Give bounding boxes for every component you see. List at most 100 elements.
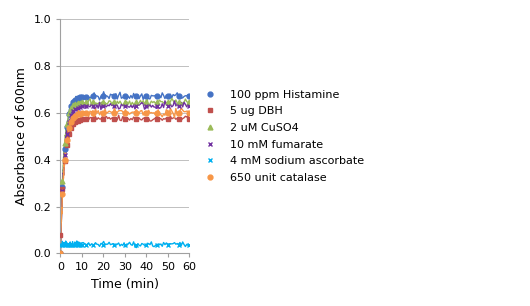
650 unit catalase xyxy=(111,111,117,115)
4 mM sodium ascorbate xyxy=(68,243,74,246)
650 unit catalase xyxy=(78,111,85,115)
5 ug DBH xyxy=(187,117,193,121)
2 uM CuSO4 xyxy=(132,100,139,104)
2 uM CuSO4 xyxy=(74,101,81,105)
4 mM sodium ascorbate xyxy=(154,243,161,246)
10 mM fumarate xyxy=(90,104,96,108)
2 uM CuSO4 xyxy=(175,100,182,104)
100 ppm Histamine xyxy=(165,95,171,98)
10 mM fumarate xyxy=(78,105,85,108)
650 unit catalase xyxy=(59,192,66,196)
650 unit catalase xyxy=(74,113,81,116)
5 ug DBH xyxy=(74,119,81,123)
100 ppm Histamine xyxy=(61,147,68,151)
100 ppm Histamine xyxy=(59,185,66,189)
100 ppm Histamine xyxy=(68,105,74,108)
2 uM CuSO4 xyxy=(83,100,90,104)
100 ppm Histamine xyxy=(57,252,64,255)
4 mM sodium ascorbate xyxy=(143,243,149,246)
4 mM sodium ascorbate xyxy=(78,243,85,246)
10 mM fumarate xyxy=(68,113,74,117)
Legend: 100 ppm Histamine, 5 ug DBH, 2 uM CuSO4, 10 mM fumarate, 4 mM sodium ascorbate, : 100 ppm Histamine, 5 ug DBH, 2 uM CuSO4,… xyxy=(196,90,364,183)
10 mM fumarate xyxy=(100,104,107,108)
10 mM fumarate xyxy=(64,132,70,136)
650 unit catalase xyxy=(143,111,149,115)
650 unit catalase xyxy=(154,111,161,115)
5 ug DBH xyxy=(90,117,96,121)
4 mM sodium ascorbate xyxy=(57,243,64,246)
650 unit catalase xyxy=(187,111,193,115)
2 uM CuSO4 xyxy=(90,100,96,104)
10 mM fumarate xyxy=(72,107,78,111)
5 ug DBH xyxy=(154,117,161,121)
100 ppm Histamine xyxy=(187,95,193,98)
4 mM sodium ascorbate xyxy=(64,243,70,246)
4 mM sodium ascorbate xyxy=(90,243,96,246)
10 mM fumarate xyxy=(143,104,149,108)
5 ug DBH xyxy=(78,118,85,121)
2 uM CuSO4 xyxy=(154,100,161,104)
100 ppm Histamine xyxy=(132,95,139,98)
5 ug DBH xyxy=(61,159,68,163)
2 uM CuSO4 xyxy=(76,101,83,104)
2 uM CuSO4 xyxy=(64,122,70,125)
10 mM fumarate xyxy=(122,104,128,108)
2 uM CuSO4 xyxy=(187,100,193,104)
Line: 5 ug DBH: 5 ug DBH xyxy=(58,116,192,237)
4 mM sodium ascorbate xyxy=(83,243,90,246)
5 ug DBH xyxy=(66,132,72,136)
2 uM CuSO4 xyxy=(61,142,68,145)
650 unit catalase xyxy=(64,138,70,142)
10 mM fumarate xyxy=(111,104,117,108)
2 uM CuSO4 xyxy=(100,100,107,104)
4 mM sodium ascorbate xyxy=(59,243,66,246)
Line: 650 unit catalase: 650 unit catalase xyxy=(58,110,192,256)
4 mM sodium ascorbate xyxy=(187,243,193,246)
5 ug DBH xyxy=(70,123,76,126)
100 ppm Histamine xyxy=(143,95,149,98)
5 ug DBH xyxy=(83,117,90,121)
100 ppm Histamine xyxy=(74,96,81,100)
2 uM CuSO4 xyxy=(165,100,171,104)
4 mM sodium ascorbate xyxy=(111,243,117,246)
Line: 2 uM CuSO4: 2 uM CuSO4 xyxy=(58,100,192,256)
100 ppm Histamine xyxy=(122,95,128,98)
650 unit catalase xyxy=(175,111,182,115)
4 mM sodium ascorbate xyxy=(122,243,128,246)
100 ppm Histamine xyxy=(175,95,182,98)
10 mM fumarate xyxy=(187,104,193,108)
10 mM fumarate xyxy=(66,120,72,124)
5 ug DBH xyxy=(59,187,66,191)
4 mM sodium ascorbate xyxy=(100,243,107,246)
100 ppm Histamine xyxy=(76,96,83,99)
650 unit catalase xyxy=(165,111,171,115)
2 uM CuSO4 xyxy=(143,100,149,104)
5 ug DBH xyxy=(100,117,107,121)
650 unit catalase xyxy=(70,116,76,120)
100 ppm Histamine xyxy=(64,125,70,128)
100 ppm Histamine xyxy=(111,95,117,98)
10 mM fumarate xyxy=(132,104,139,108)
2 uM CuSO4 xyxy=(57,252,64,255)
100 ppm Histamine xyxy=(72,98,78,102)
650 unit catalase xyxy=(90,111,96,115)
100 ppm Histamine xyxy=(83,95,90,99)
650 unit catalase xyxy=(72,114,78,118)
10 mM fumarate xyxy=(83,104,90,108)
100 ppm Histamine xyxy=(70,100,76,104)
5 ug DBH xyxy=(68,126,74,130)
4 mM sodium ascorbate xyxy=(76,243,83,246)
100 ppm Histamine xyxy=(90,95,96,98)
2 uM CuSO4 xyxy=(66,112,72,115)
4 mM sodium ascorbate xyxy=(165,243,171,246)
10 mM fumarate xyxy=(175,104,182,108)
4 mM sodium ascorbate xyxy=(61,243,68,246)
5 ug DBH xyxy=(122,117,128,121)
2 uM CuSO4 xyxy=(70,103,76,107)
650 unit catalase xyxy=(132,111,139,115)
100 ppm Histamine xyxy=(100,95,107,98)
5 ug DBH xyxy=(76,118,83,122)
10 mM fumarate xyxy=(57,252,64,255)
650 unit catalase xyxy=(122,111,128,115)
5 ug DBH xyxy=(132,117,139,121)
